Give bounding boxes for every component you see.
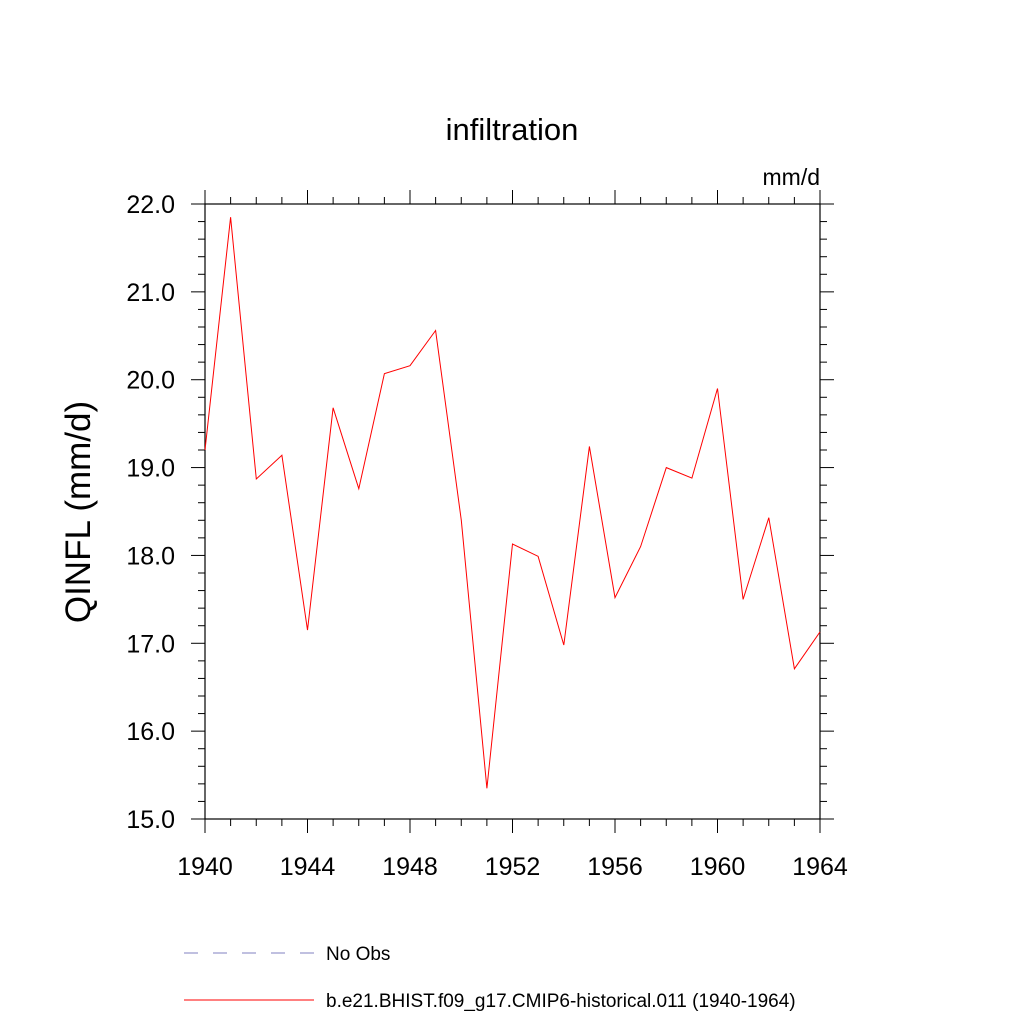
y-tick-label: 22.0 bbox=[126, 191, 175, 219]
x-tick-label: 1960 bbox=[690, 853, 746, 881]
y-tick-label: 21.0 bbox=[126, 279, 175, 307]
legend-label: No Obs bbox=[326, 944, 390, 965]
y-tick-label: 16.0 bbox=[126, 718, 175, 746]
y-tick-label: 17.0 bbox=[126, 630, 175, 658]
y-tick-label: 15.0 bbox=[126, 806, 175, 834]
units-label: mm/d bbox=[763, 164, 821, 190]
major-ticks bbox=[191, 190, 834, 833]
plot-border bbox=[204, 203, 821, 820]
tick-labels: 1940 1944 1948 1952 1956 1960 1964 15.0 16.0 17.0… bbox=[126, 191, 848, 881]
legend-label: b.e21.BHIST.f09_g17.CMIP6-historical.011… bbox=[326, 991, 796, 1012]
y-tick-label: 20.0 bbox=[126, 367, 175, 395]
y-tick-label: 19.0 bbox=[126, 455, 175, 483]
legend: No Obs b.e21.BHIST.f09_g17.CMIP6-historic… bbox=[184, 944, 796, 1012]
series-layer bbox=[204, 217, 821, 789]
series-line bbox=[204, 217, 821, 789]
plot-frame bbox=[204, 203, 821, 820]
minor-ticks bbox=[198, 197, 827, 826]
x-tick-label: 1952 bbox=[485, 853, 541, 881]
chart-title: infiltration bbox=[446, 112, 579, 147]
y-axis-label: QINFL (mm/d) bbox=[59, 401, 98, 623]
x-tick-label: 1940 bbox=[177, 853, 233, 881]
x-tick-label: 1944 bbox=[280, 853, 336, 881]
y-tick-label: 18.0 bbox=[126, 542, 175, 570]
x-tick-label: 1956 bbox=[587, 853, 643, 881]
x-tick-label: 1964 bbox=[792, 853, 848, 881]
x-tick-label: 1948 bbox=[382, 853, 438, 881]
